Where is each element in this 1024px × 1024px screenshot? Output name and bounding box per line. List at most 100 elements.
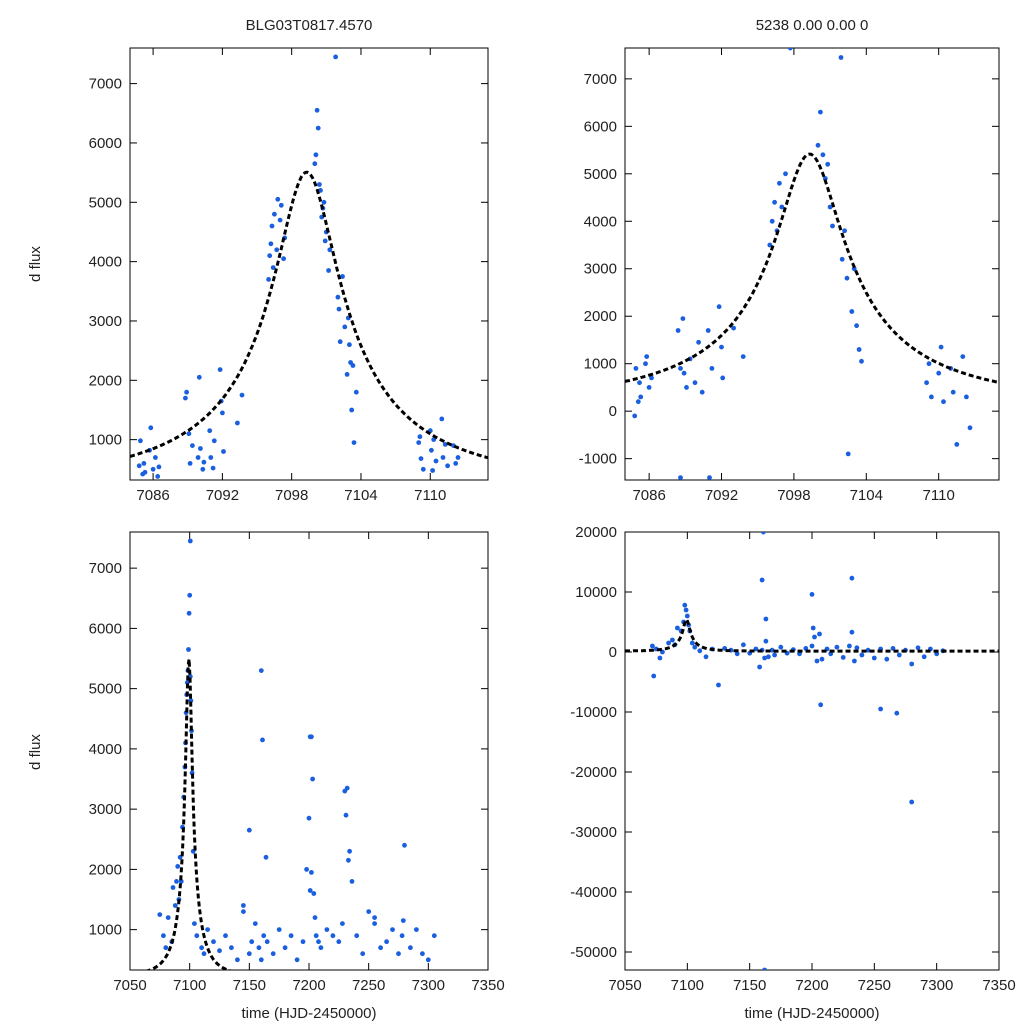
data-point xyxy=(954,442,960,447)
data-point xyxy=(787,48,793,51)
data-point xyxy=(208,455,214,460)
data-point xyxy=(941,399,946,405)
data-point xyxy=(307,888,313,893)
data-point xyxy=(703,654,709,660)
data-point xyxy=(716,304,722,310)
x-tick-label: 7150 xyxy=(733,977,766,994)
data-point xyxy=(346,857,351,863)
data-point xyxy=(269,223,275,229)
x-tick-label: 7250 xyxy=(352,977,385,994)
data-point xyxy=(926,361,932,367)
data-point xyxy=(141,461,147,466)
data-point xyxy=(165,915,171,920)
data-point xyxy=(354,933,360,939)
data-point xyxy=(445,463,450,469)
model-curve xyxy=(144,658,233,970)
data-point xyxy=(680,316,686,321)
data-point xyxy=(187,592,193,598)
data-point xyxy=(148,425,154,431)
data-point xyxy=(819,656,825,662)
data-point xyxy=(163,945,169,951)
data-point xyxy=(849,309,855,314)
data-point xyxy=(692,644,698,650)
data-point xyxy=(326,268,331,273)
data-point xyxy=(720,375,726,381)
data-point xyxy=(682,602,688,608)
data-point xyxy=(854,323,859,329)
xlabel-bottom-right: time (HJD-2450000) xyxy=(744,1005,879,1022)
data-point xyxy=(809,592,815,597)
y-tick-label: 1000 xyxy=(584,356,617,373)
data-point xyxy=(840,655,846,660)
data-point xyxy=(635,399,641,405)
data-point xyxy=(847,643,852,649)
data-point xyxy=(894,710,900,716)
data-point xyxy=(260,737,265,743)
data-point xyxy=(196,374,202,380)
y-tick-label: 7000 xyxy=(89,560,122,577)
data-point xyxy=(150,466,156,472)
data-point xyxy=(155,474,161,479)
data-point xyxy=(351,440,357,445)
data-point xyxy=(309,870,314,875)
x-tick-label: 7050 xyxy=(608,977,641,994)
data-point xyxy=(198,446,203,451)
data-point xyxy=(246,951,252,957)
data-point xyxy=(156,464,162,470)
y-tick-label: 6000 xyxy=(89,620,122,637)
data-point xyxy=(190,443,195,448)
data-point xyxy=(817,631,822,637)
y-tick-label: 20000 xyxy=(575,524,617,541)
data-point xyxy=(646,385,652,390)
data-point xyxy=(195,455,201,460)
data-point xyxy=(174,879,179,884)
data-point xyxy=(430,468,435,473)
data-point xyxy=(414,927,419,932)
plot-frame xyxy=(624,47,1000,481)
data-point xyxy=(637,380,642,386)
data-point xyxy=(261,933,267,939)
x-tick-label: 7250 xyxy=(858,977,891,994)
data-point xyxy=(762,967,767,970)
data-point xyxy=(859,358,864,364)
x-tick-label: 7104 xyxy=(344,487,377,504)
data-point xyxy=(666,640,671,646)
data-point xyxy=(315,125,321,131)
panel-top-right: 5238 0.00 0.00 0 7086 7092 7098 7104 7110 -10… xyxy=(579,17,1000,504)
data-point xyxy=(268,241,274,247)
data-point xyxy=(852,658,857,664)
data-point xyxy=(241,903,246,908)
data-point xyxy=(810,625,816,631)
data-point xyxy=(347,342,352,348)
data-point xyxy=(772,652,777,658)
data-point xyxy=(300,939,306,945)
data-point xyxy=(417,434,423,440)
title-left: BLG03T0817.4570 xyxy=(246,17,373,34)
data-point xyxy=(820,152,826,158)
data-point xyxy=(327,247,333,253)
data-point xyxy=(433,458,439,464)
data-point xyxy=(644,354,650,359)
data-point xyxy=(818,702,824,708)
data-point xyxy=(778,644,784,650)
data-point xyxy=(878,706,883,712)
data-point xyxy=(420,951,425,957)
data-point xyxy=(246,827,252,833)
data-point xyxy=(211,939,216,945)
data-point xyxy=(402,842,407,848)
data-point xyxy=(838,55,844,60)
data-point xyxy=(187,538,193,544)
data-point xyxy=(360,951,366,957)
data-point xyxy=(769,647,775,653)
data-point xyxy=(217,367,223,372)
x-tick-label: 7300 xyxy=(412,977,445,994)
data-point xyxy=(321,199,327,205)
data-point xyxy=(924,380,929,386)
x-tick-label: 7300 xyxy=(920,977,953,994)
data-point xyxy=(317,182,322,187)
data-point xyxy=(964,394,969,400)
x-tick-label: 7092 xyxy=(206,487,239,504)
data-point xyxy=(258,668,264,673)
y-tick-label: 2000 xyxy=(584,308,617,325)
y-tick-label: -20000 xyxy=(570,764,617,781)
